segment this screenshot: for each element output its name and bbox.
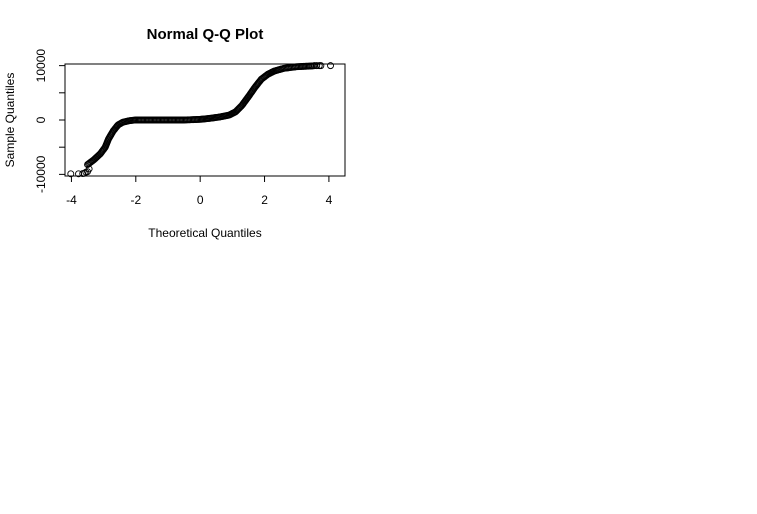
data-point — [317, 62, 325, 70]
data-point — [327, 62, 334, 70]
chart-title: Normal Q-Q Plot — [147, 26, 264, 43]
data-points — [67, 62, 334, 178]
x-tick-label: 4 — [326, 193, 333, 207]
x-tick-label: 2 — [261, 193, 268, 207]
x-tick-label: -4 — [66, 193, 77, 207]
data-point — [313, 62, 321, 70]
x-tick-label: -2 — [130, 193, 141, 207]
data-point — [85, 165, 93, 173]
data-point — [67, 170, 75, 178]
x-tick-label: 0 — [197, 193, 204, 207]
y-tick-label: -10000 — [34, 155, 48, 193]
y-axis: -10000 0 10000 — [34, 49, 65, 193]
y-axis-label: Sample Quantiles — [3, 73, 17, 168]
x-axis-label: Theoretical Quantiles — [148, 226, 261, 240]
x-axis: -4 -2 0 2 4 — [66, 176, 333, 207]
y-tick-label: 0 — [34, 116, 48, 123]
data-point — [80, 169, 88, 177]
y-tick-label: 10000 — [34, 49, 48, 83]
